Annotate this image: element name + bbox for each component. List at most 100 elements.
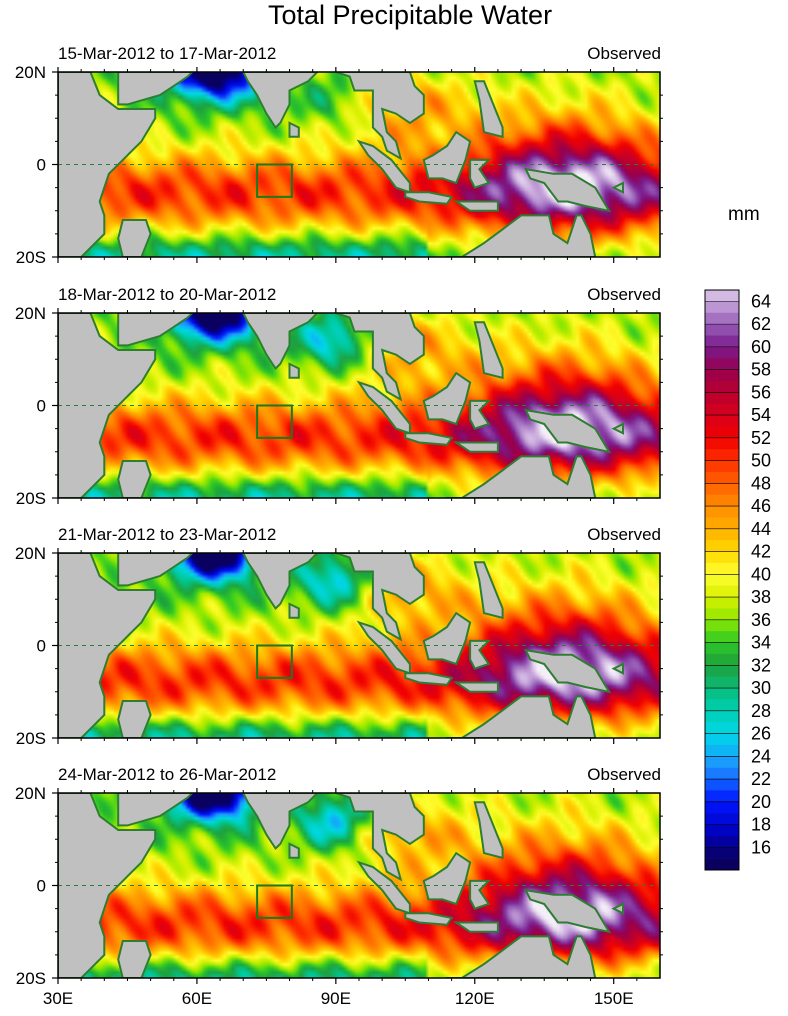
- landmass: [611, 181, 624, 194]
- landmass: [404, 191, 454, 205]
- region-box: [256, 884, 293, 919]
- landmass: [446, 455, 597, 498]
- colorbar-swatch: [705, 358, 739, 370]
- colorbar-tick-label: 34: [751, 633, 771, 653]
- panel-3-date-range: 21-Mar-2012 to 23-Mar-2012: [58, 525, 277, 544]
- y-tick-label: 20N: [15, 784, 46, 803]
- colorbar-swatch: [705, 665, 739, 677]
- colorbar-tick-label: 58: [751, 360, 771, 380]
- colorbar-swatch: [705, 744, 739, 757]
- colorbar-swatch: [705, 403, 739, 416]
- colorbar-tick-label: 24: [751, 746, 771, 766]
- colorbar-swatch: [705, 733, 739, 746]
- colorbar-tick-label: 50: [751, 451, 771, 471]
- colorbar-swatch: [705, 710, 739, 723]
- colorbar-swatch: [705, 460, 739, 473]
- landmass: [242, 72, 319, 130]
- colorbar-swatch: [705, 767, 739, 780]
- x-tick-label: 30E: [43, 989, 73, 1008]
- landmass: [117, 553, 194, 587]
- colorbar: 6462605856545250484644424038363432302826…: [704, 289, 771, 871]
- landmass: [117, 940, 152, 978]
- y-tick-label: 0: [37, 637, 46, 656]
- landmass: [242, 553, 319, 611]
- y-tick-label: 20S: [16, 969, 46, 988]
- landmass-group: [58, 553, 624, 738]
- landmass: [473, 321, 504, 380]
- colorbar-tick-label: 42: [751, 542, 771, 562]
- map-panel-2: 20N 0 20S: [15, 304, 663, 508]
- panel-1-date-range: 15-Mar-2012 to 17-Mar-2012: [58, 44, 277, 63]
- colorbar-swatch: [705, 756, 739, 768]
- landmass: [473, 801, 504, 860]
- landmass: [473, 561, 504, 620]
- x-tick-label: 90E: [321, 989, 351, 1008]
- y-tick-label: 0: [37, 877, 46, 896]
- landmass: [523, 888, 612, 934]
- chart-title: Total Precipitable Water: [267, 0, 553, 30]
- colorbar-tick-label: 56: [751, 382, 771, 402]
- y-tick-label: 0: [37, 156, 46, 175]
- landmass: [242, 313, 319, 371]
- colorbar-tick-label: 52: [751, 428, 771, 448]
- colorbar-tick-label: 18: [751, 815, 771, 835]
- landmass: [404, 672, 454, 686]
- map-panel-4: 20N 0 20S: [15, 784, 663, 988]
- landmass-group: [58, 313, 624, 498]
- colorbar-swatch: [705, 779, 739, 791]
- colorbar-swatch: [705, 801, 739, 814]
- y-tick-label: 20N: [15, 304, 46, 323]
- panel-2-tag: Observed: [587, 285, 661, 304]
- colorbar-unit-label: mm: [728, 204, 760, 225]
- colorbar-swatch: [705, 392, 739, 405]
- panel-2-date-range: 18-Mar-2012 to 20-Mar-2012: [58, 285, 277, 304]
- x-tick-label: 150E: [594, 989, 634, 1008]
- colorbar-swatch: [705, 676, 739, 689]
- colorbar-swatch: [705, 346, 739, 359]
- colorbar-swatch: [705, 483, 739, 496]
- landmass: [288, 602, 300, 619]
- panel-4-tag: Observed: [587, 765, 661, 784]
- colorbar-swatch: [705, 335, 739, 348]
- colorbar-tick-label: 38: [751, 587, 771, 607]
- colorbar-swatch: [705, 631, 739, 643]
- colorbar-tick-label: 16: [751, 837, 771, 857]
- colorbar-swatch: [705, 699, 739, 712]
- colorbar-swatch: [705, 517, 739, 530]
- landmass: [404, 432, 454, 446]
- colorbar-swatch: [705, 642, 739, 655]
- landmass: [117, 313, 194, 347]
- colorbar-tick-label: 32: [751, 655, 771, 675]
- colorbar-tick-label: 54: [751, 405, 771, 425]
- landmass: [611, 902, 624, 915]
- colorbar-swatch: [705, 494, 739, 507]
- colorbar-swatch: [705, 471, 739, 484]
- colorbar-tick-label: 46: [751, 496, 771, 516]
- colorbar-swatch: [705, 290, 739, 302]
- colorbar-swatch: [705, 540, 739, 552]
- landmass: [117, 219, 152, 257]
- tpw-field: [58, 72, 660, 257]
- landmass: [446, 935, 597, 978]
- landmass: [117, 700, 152, 738]
- landmass: [611, 422, 624, 435]
- colorbar-swatch: [705, 653, 739, 666]
- colorbar-swatch: [705, 722, 739, 734]
- colorbar-swatch: [705, 813, 739, 825]
- landmass: [422, 611, 472, 666]
- landmass: [469, 399, 492, 430]
- landmass: [242, 793, 319, 851]
- colorbar-swatch: [705, 608, 739, 621]
- landmass-group: [58, 793, 624, 978]
- colorbar-swatch: [705, 562, 739, 575]
- colorbar-swatch: [705, 790, 739, 803]
- colorbar-swatch: [705, 858, 739, 871]
- y-tick-label: 20N: [15, 544, 46, 563]
- landmass: [288, 842, 300, 859]
- colorbar-tick-label: 60: [751, 337, 771, 357]
- landmass: [523, 648, 612, 694]
- landmass: [452, 681, 499, 693]
- colorbar-swatch: [705, 369, 739, 382]
- y-tick-label: 0: [37, 397, 46, 416]
